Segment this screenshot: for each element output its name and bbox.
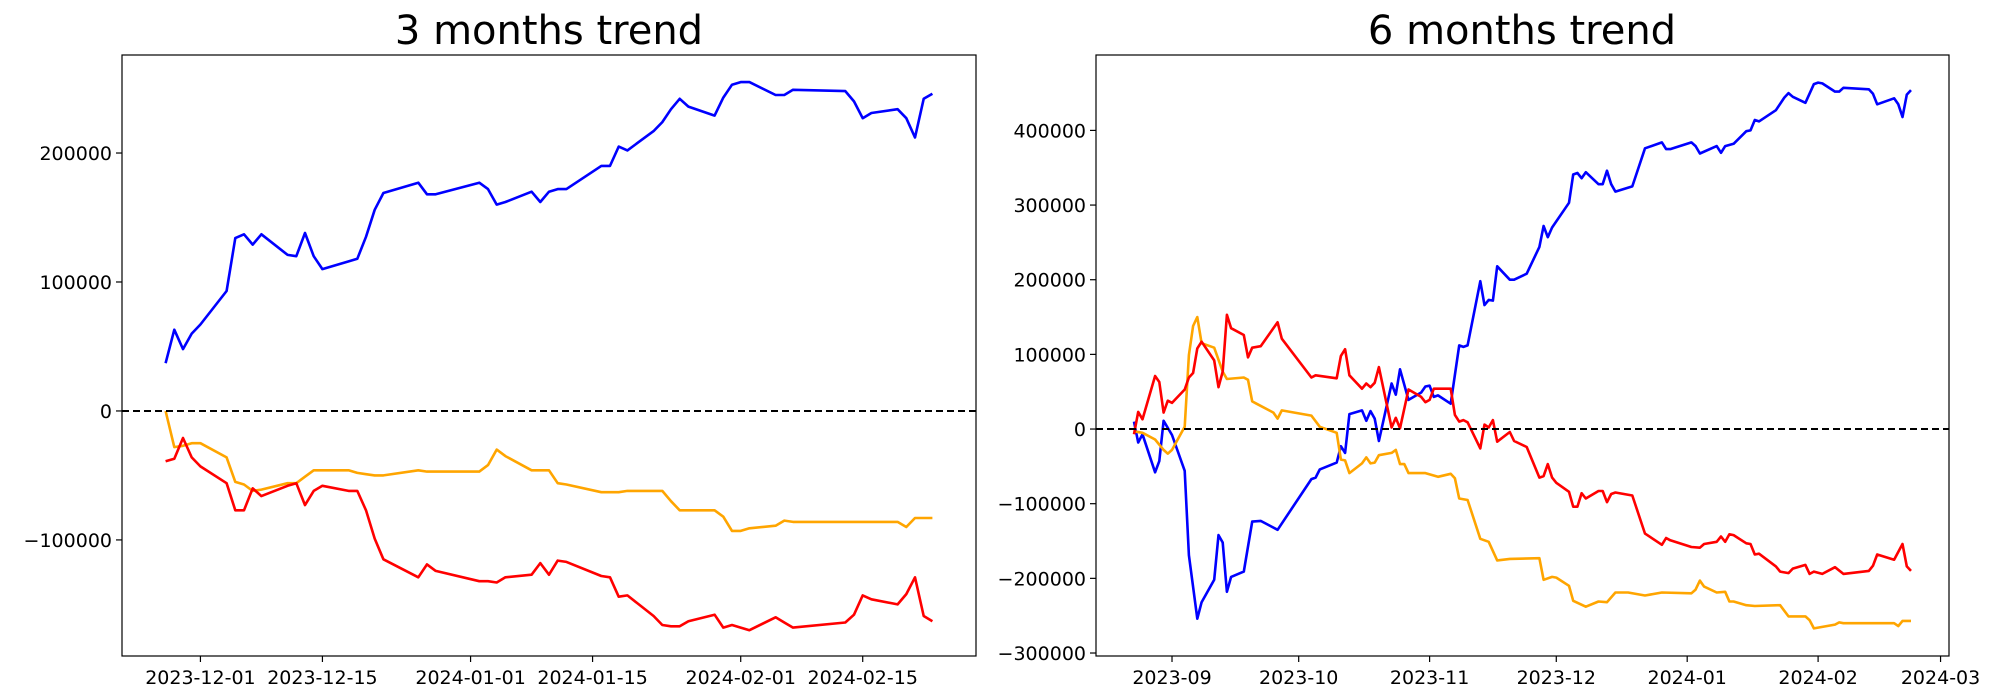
x-tick-label: 2023-11 xyxy=(1390,667,1469,689)
chart-3-months: 3 months trend 2023-12-01 2023-12-15 2024-… xyxy=(24,8,977,689)
x-tick-label: 2024-01-15 xyxy=(537,667,647,689)
x-tick-label: 2024-03 xyxy=(1901,667,1980,689)
y-tick-label: 200000 xyxy=(1013,270,1086,292)
x-tick-label: 2023-10 xyxy=(1259,667,1338,689)
axes-frame xyxy=(1095,54,1950,657)
x-tick-label: 2024-01-01 xyxy=(415,667,525,689)
y-tick-label: 400000 xyxy=(1013,120,1086,142)
chart-title: 3 months trend xyxy=(395,8,703,54)
y-tick-label: 300000 xyxy=(1013,195,1086,217)
x-tick-label: 2023-12-01 xyxy=(145,667,255,689)
x-tick-label: 2024-01 xyxy=(1647,667,1726,689)
y-tick-label: −300000 xyxy=(998,643,1086,665)
series-line-1 xyxy=(164,410,933,533)
chart-6-months: 6 months trend 2023-09 2023-10 2023-11 2023… xyxy=(998,8,1981,689)
x-tick-label: 2023-12 xyxy=(1517,667,1596,689)
series-line-0 xyxy=(1132,81,1912,621)
y-tick-label: −200000 xyxy=(998,568,1086,590)
y-tick-label: 100000 xyxy=(39,272,112,294)
y-tick-label: −100000 xyxy=(998,494,1086,516)
series-line-0 xyxy=(164,80,934,364)
series-line-1 xyxy=(1133,315,1911,630)
x-tick-label: 2024-02-01 xyxy=(686,667,796,689)
axes-frame xyxy=(121,54,977,657)
y-tick-label: 100000 xyxy=(1013,344,1086,366)
y-tick-label: −100000 xyxy=(24,530,112,552)
series-line-2 xyxy=(165,436,934,632)
y-tick-label: 200000 xyxy=(39,143,112,165)
series-line-2 xyxy=(1132,313,1912,576)
plot-area xyxy=(1132,81,1912,630)
chart-title: 6 months trend xyxy=(1368,8,1676,54)
plot-area xyxy=(164,80,934,632)
x-tick-label: 2024-02-15 xyxy=(808,667,918,689)
x-tick-label: 2023-09 xyxy=(1132,667,1211,689)
y-tick-label: 0 xyxy=(100,401,112,423)
x-tick-label: 2024-02 xyxy=(1778,667,1857,689)
x-tick-label: 2023-12-15 xyxy=(267,667,377,689)
y-tick-label: 0 xyxy=(1074,419,1086,441)
